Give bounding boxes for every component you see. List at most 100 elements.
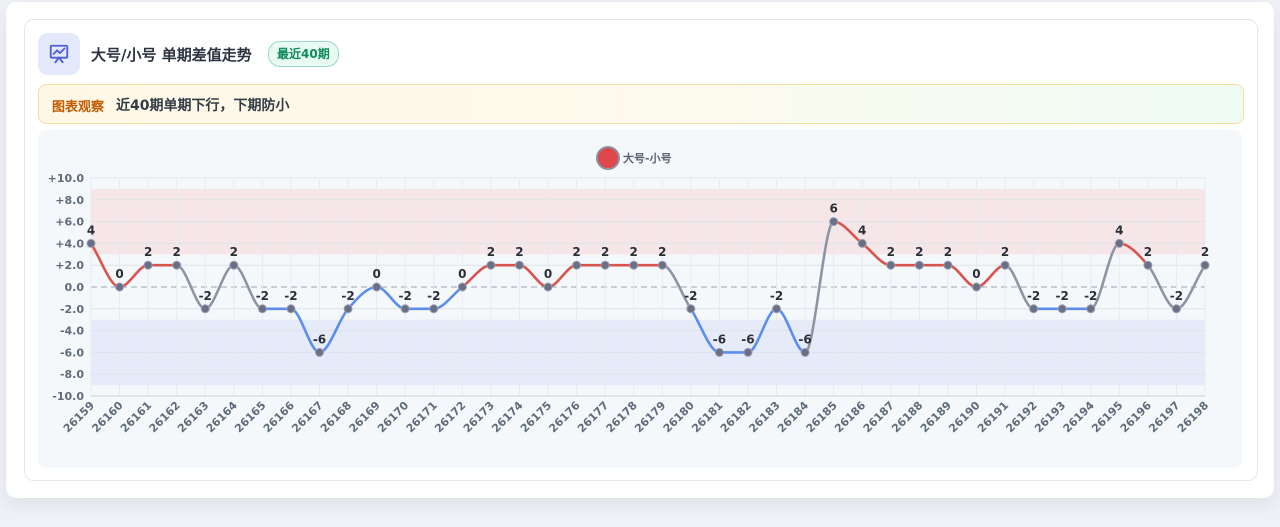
- data-label: 2: [1201, 245, 1209, 259]
- data-label: 2: [1001, 245, 1009, 259]
- data-point[interactable]: [657, 260, 667, 270]
- data-point[interactable]: [886, 260, 896, 270]
- y-tick-label: -4.0: [60, 325, 84, 338]
- data-point[interactable]: [800, 347, 810, 357]
- x-tick-label: 26181: [689, 399, 725, 435]
- data-point[interactable]: [115, 282, 125, 292]
- x-tick-label: 26159: [61, 399, 97, 435]
- y-tick-label: +6.0: [55, 216, 84, 229]
- observation-text: 近40期单期下行，下期防小: [116, 98, 290, 114]
- x-tick-label: 26163: [175, 399, 211, 435]
- data-label: 0: [972, 267, 980, 281]
- data-point[interactable]: [172, 260, 182, 270]
- data-point[interactable]: [543, 282, 553, 292]
- x-tick-label: 26165: [232, 399, 268, 435]
- x-tick-label: 26161: [118, 399, 154, 435]
- data-label: 2: [630, 245, 638, 259]
- data-label: -2: [1170, 289, 1183, 303]
- data-label: 2: [515, 245, 523, 259]
- data-label: 2: [887, 245, 895, 259]
- data-point[interactable]: [1171, 304, 1181, 314]
- data-label: 2: [230, 245, 238, 259]
- data-point[interactable]: [257, 304, 267, 314]
- data-point[interactable]: [86, 238, 96, 248]
- data-point[interactable]: [514, 260, 524, 270]
- trend-chart-icon: [38, 33, 80, 75]
- data-point[interactable]: [857, 238, 867, 248]
- data-point[interactable]: [143, 260, 153, 270]
- period-badge: 最近40期: [268, 41, 339, 67]
- y-tick-label: -10.0: [52, 390, 84, 403]
- data-point[interactable]: [343, 304, 353, 314]
- x-tick-label: 26191: [975, 399, 1011, 435]
- data-label: -2: [399, 289, 412, 303]
- data-label: 2: [915, 245, 923, 259]
- page-panel: 大号/小号 单期差值走势 最近40期 图表观察 近40期单期下行，下期防小 +1…: [6, 2, 1274, 498]
- data-point[interactable]: [714, 347, 724, 357]
- series-line-segment: [975, 263, 1007, 289]
- data-label: 4: [858, 223, 866, 237]
- x-tick-label: 26188: [889, 399, 925, 435]
- y-tick-label: +4.0: [55, 237, 84, 250]
- data-label: 0: [458, 267, 466, 281]
- data-label: 2: [572, 245, 580, 259]
- data-label: 2: [658, 245, 666, 259]
- data-label: 2: [487, 245, 495, 259]
- x-tick-label: 26193: [1032, 399, 1068, 435]
- data-point[interactable]: [457, 282, 467, 292]
- data-point[interactable]: [1029, 304, 1039, 314]
- data-point[interactable]: [372, 282, 382, 292]
- data-point[interactable]: [1114, 238, 1124, 248]
- data-point[interactable]: [686, 304, 696, 314]
- data-point[interactable]: [971, 282, 981, 292]
- data-point[interactable]: [629, 260, 639, 270]
- data-point[interactable]: [429, 304, 439, 314]
- data-label: 2: [1144, 245, 1152, 259]
- data-label: 2: [944, 245, 952, 259]
- data-point[interactable]: [1057, 304, 1067, 314]
- x-tick-label: 26167: [289, 399, 325, 435]
- y-tick-label: +10.0: [48, 172, 85, 185]
- chart-card: 大号/小号 单期差值走势 最近40期 图表观察 近40期单期下行，下期防小 +1…: [24, 19, 1258, 481]
- chart-title: 大号/小号 单期差值走势: [91, 46, 252, 64]
- data-label: -2: [284, 289, 297, 303]
- data-label: 0: [544, 267, 552, 281]
- data-point[interactable]: [914, 260, 924, 270]
- data-label: -2: [427, 289, 440, 303]
- y-tick-label: -2.0: [60, 303, 84, 316]
- series-line-segment: [461, 263, 493, 289]
- data-point[interactable]: [200, 304, 210, 314]
- x-tick-label: 26185: [804, 399, 840, 435]
- data-label: 2: [173, 245, 181, 259]
- data-point[interactable]: [286, 304, 296, 314]
- data-point[interactable]: [1143, 260, 1153, 270]
- data-label: 4: [1115, 223, 1123, 237]
- data-label: -2: [341, 289, 354, 303]
- data-label: 2: [144, 245, 152, 259]
- legend-marker: [596, 146, 620, 170]
- data-point[interactable]: [1200, 260, 1210, 270]
- x-tick-label: 26173: [461, 399, 497, 435]
- data-point[interactable]: [600, 260, 610, 270]
- x-tick-label: 26171: [404, 399, 440, 435]
- data-point[interactable]: [400, 304, 410, 314]
- data-point[interactable]: [572, 260, 582, 270]
- data-label: -6: [741, 332, 754, 346]
- chart-legend[interactable]: 大号-小号: [596, 146, 672, 170]
- data-point[interactable]: [772, 304, 782, 314]
- data-point[interactable]: [1000, 260, 1010, 270]
- data-point[interactable]: [743, 347, 753, 357]
- data-label: 6: [829, 202, 837, 216]
- data-label: -2: [1027, 289, 1040, 303]
- data-point[interactable]: [1086, 304, 1096, 314]
- data-point[interactable]: [943, 260, 953, 270]
- series-line-segment: [118, 263, 150, 289]
- series-line-segment: [803, 220, 835, 354]
- data-point[interactable]: [486, 260, 496, 270]
- x-tick-label: 26198: [1175, 399, 1211, 435]
- data-point[interactable]: [315, 347, 325, 357]
- data-point[interactable]: [829, 217, 839, 227]
- x-tick-label: 26197: [1146, 399, 1182, 435]
- x-tick-label: 26179: [632, 399, 668, 435]
- data-point[interactable]: [229, 260, 239, 270]
